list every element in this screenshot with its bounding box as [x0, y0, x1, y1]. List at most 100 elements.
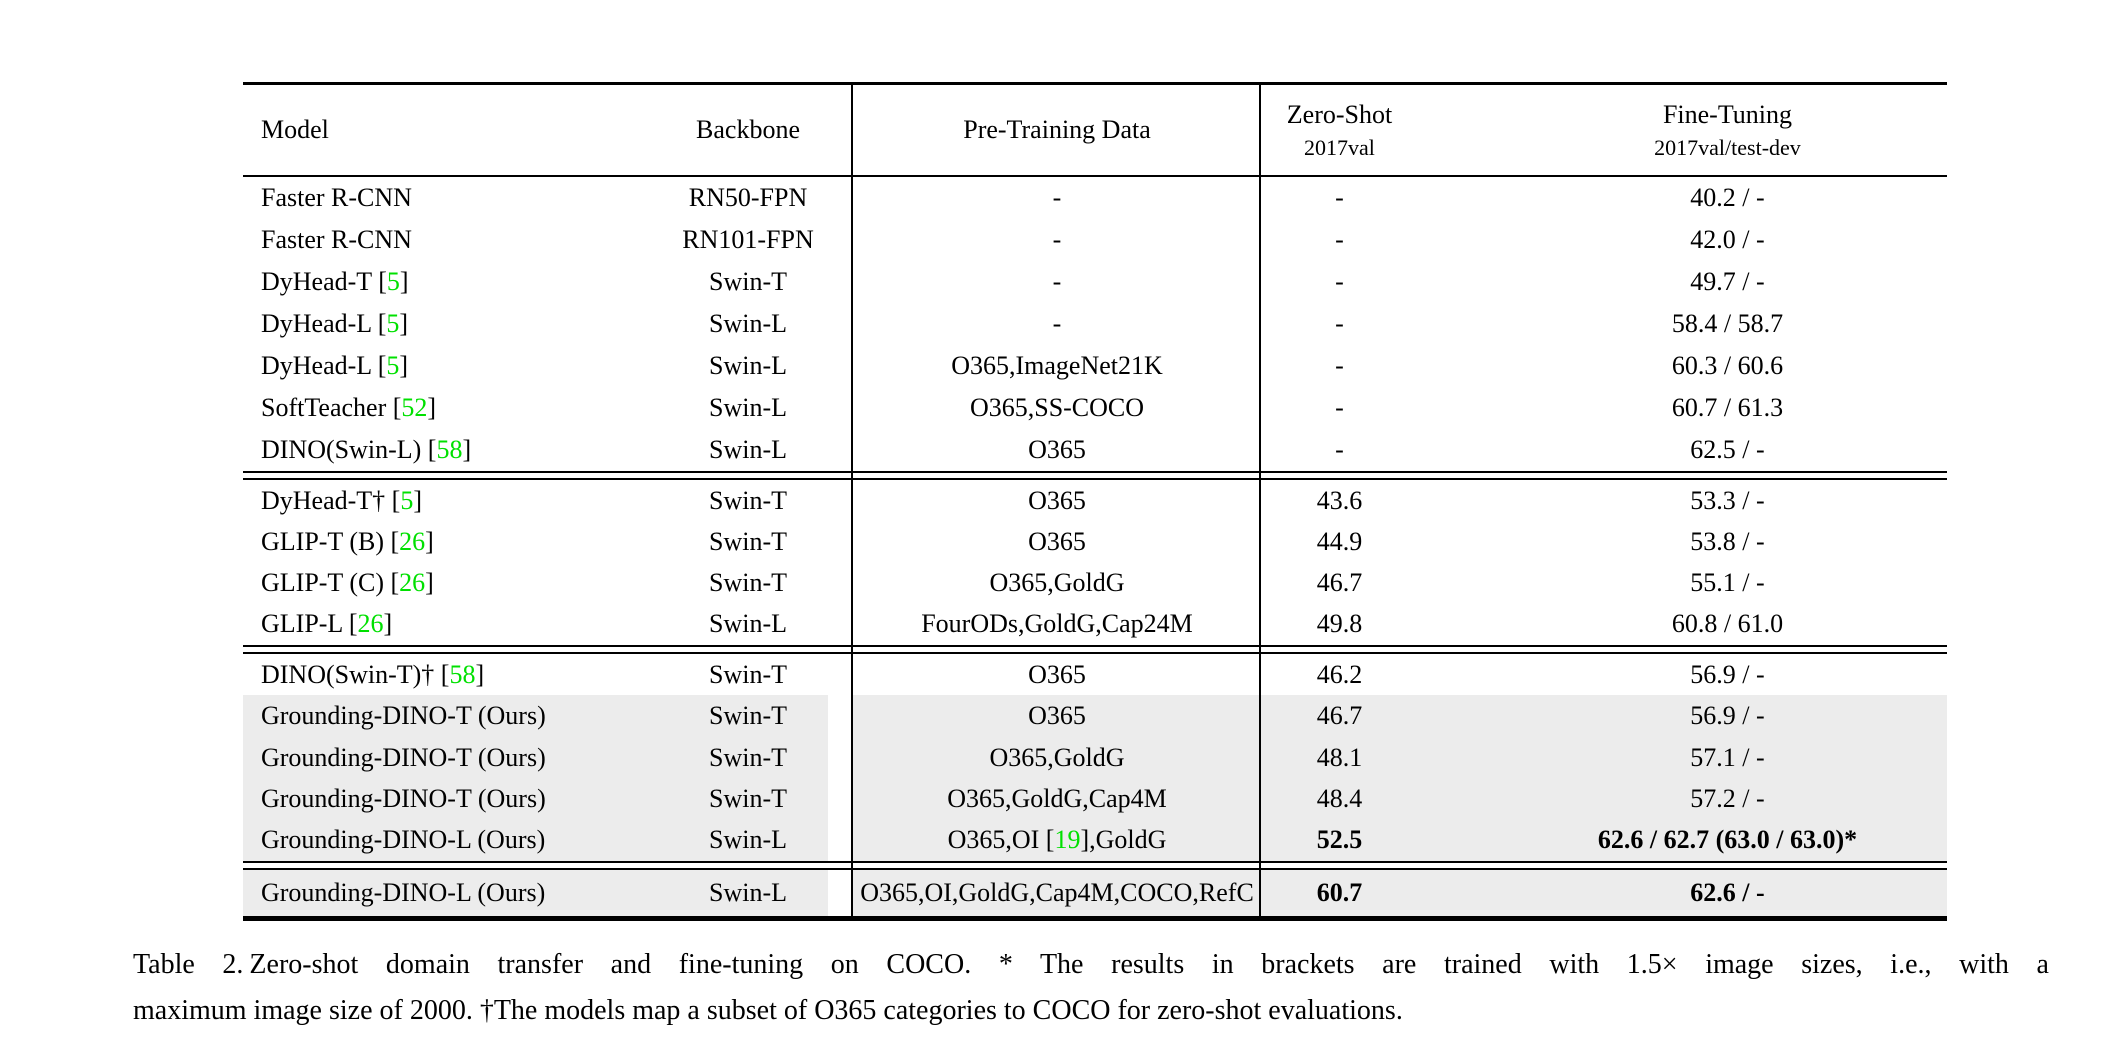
cell-text: 53.8 / -: [1690, 526, 1765, 556]
pretrain-cell: O365,OI [19],GoldG: [853, 819, 1261, 862]
pretrain-cell: O365: [853, 429, 1261, 471]
finetune-cell: 56.9 / -: [1418, 695, 1947, 737]
top-rule: [243, 82, 1947, 85]
model-cell: DyHead-L [5]: [243, 345, 643, 387]
group-rule: [243, 471, 1947, 473]
cell-text: 60.3 / 60.6: [1671, 351, 1784, 380]
table-row: DINO(Swin-T)† [58] Swin-T O365 46.2 56.9 / -: [243, 654, 1947, 695]
cell-text: O365: [1028, 435, 1086, 464]
finetune-cell: 62.6 / 62.7 (63.0 / 63.0)*: [1418, 819, 1947, 862]
cell-text: ]: [427, 393, 437, 422]
citation-ref: 19: [1054, 825, 1081, 855]
cell-text: DyHead-L [: [261, 351, 387, 380]
table-header-row: Model Backbone Pre-Training Data Zero-Sh…: [243, 85, 1947, 175]
col-header-finetune-title: Fine-Tuning: [1662, 99, 1793, 129]
pretrain-cell: O365,ImageNet21K: [853, 345, 1261, 387]
header-rule: [243, 175, 1947, 177]
cell-text: Swin-L: [709, 435, 787, 464]
cell-text: 43.6: [1316, 485, 1363, 515]
backbone-cell: Swin-T: [643, 480, 853, 521]
cell-text: Swin-T: [709, 485, 787, 515]
backbone-cell: Swin-L: [643, 870, 853, 916]
cell-text: -: [1335, 267, 1344, 296]
model-cell: Grounding-DINO-L (Ours): [243, 870, 643, 916]
zeroshot-cell: 60.7: [1261, 870, 1418, 916]
cell-text: O365,ImageNet21K: [951, 351, 1163, 380]
caption-text-1: Zero-shot domain transfer and fine-tunin…: [249, 949, 2049, 980]
finetune-cell: 62.5 / -: [1418, 429, 1947, 471]
cell-text: 55.1 / -: [1690, 568, 1765, 598]
cell-text: -: [1052, 309, 1062, 338]
citation-ref: 58: [436, 435, 463, 464]
cell-text: Swin-T: [709, 568, 787, 598]
finetune-cell: 55.1 / -: [1418, 563, 1947, 604]
cell-text: 40.2 / -: [1690, 183, 1765, 212]
cell-text: GLIP-L [: [261, 609, 358, 639]
cell-text: 60.7 / 61.3: [1671, 393, 1784, 422]
caption-line-1: Table 2. Zero-shot domain transfer and fi…: [133, 942, 2049, 988]
cell-text: -: [1335, 393, 1344, 422]
pretrain-cell: O365: [853, 521, 1261, 562]
cell-text: Swin-L: [709, 609, 787, 639]
cell-text: O365: [1028, 659, 1086, 689]
table-group-1: Faster R-CNN RN50-FPN - -40.2 / - Faster R-C…: [243, 177, 1947, 471]
zeroshot-cell: -: [1261, 219, 1418, 261]
cell-text: 58.4 / 58.7: [1671, 309, 1784, 338]
finetune-cell: 42.0 / -: [1418, 219, 1947, 261]
table-row: Grounding-DINO-L (Ours) Swin-L O365,OI,Gol…: [243, 870, 1947, 916]
table-row: DyHead-L [5] Swin-L O365,ImageNet21K - 60.3 …: [243, 345, 1947, 387]
table-caption: Table 2. Zero-shot domain transfer and fi…: [133, 942, 2049, 1034]
cell-text: Swin-L: [709, 393, 787, 422]
column-divider: [851, 82, 853, 921]
backbone-cell: RN50-FPN: [643, 177, 853, 219]
table-row: GLIP-T (C) [26] Swin-T O365,GoldG 46.7 55.1 …: [243, 563, 1947, 604]
backbone-cell: Swin-L: [643, 345, 853, 387]
cell-text: Swin-T: [709, 783, 787, 813]
cell-text: Swin-T: [709, 526, 787, 556]
cell-text: -: [1335, 183, 1344, 212]
cell-text: -: [1335, 309, 1344, 338]
col-header-pretrain: Pre-Training Data: [963, 115, 1151, 144]
col-header-finetune-cell: Fine-Tuning 2017val/test-dev: [1418, 85, 1947, 175]
backbone-cell: Swin-T: [643, 261, 853, 303]
backbone-cell: Swin-L: [643, 429, 853, 471]
backbone-cell: Swin-L: [643, 387, 853, 429]
cell-text: Swin-L: [709, 878, 787, 907]
finetune-cell: 57.2 / -: [1418, 778, 1947, 820]
group-rule: [243, 868, 1947, 870]
caption-label: Table 2.: [133, 949, 244, 980]
backbone-cell: Swin-T: [643, 563, 853, 604]
zeroshot-cell: 49.8: [1261, 604, 1418, 645]
cell-text: 48.4: [1316, 783, 1363, 813]
pretrain-cell: -: [853, 219, 1261, 261]
table-group-2: DyHead-T† [5] Swin-T O365 43.6 53.3 / - GLIP-…: [243, 480, 1947, 645]
backbone-cell: Swin-T: [643, 778, 853, 820]
table-row: Grounding-DINO-T (Ours) Swin-T O365,GoldG,…: [243, 778, 1947, 820]
group-rule: [243, 478, 1947, 480]
cell-text: Swin-L: [709, 351, 787, 380]
zeroshot-cell: 43.6: [1261, 480, 1418, 521]
cell-text: ]: [413, 485, 423, 515]
cell-text: -: [1052, 267, 1062, 296]
cell-text: GLIP-T (C) [: [261, 568, 400, 598]
cell-text: O365,OI [: [947, 825, 1055, 855]
cell-text: Swin-L: [709, 309, 787, 338]
caption-text-2: maximum image size of 2000. †The models …: [133, 995, 1403, 1026]
finetune-cell: 49.7 / -: [1418, 261, 1947, 303]
cell-text: O365: [1028, 701, 1086, 731]
citation-ref: 5: [386, 267, 400, 296]
table-row: Faster R-CNN RN101-FPN - - 42.0 / -: [243, 219, 1947, 261]
finetune-cell: 53.3 / -: [1418, 480, 1947, 521]
cell-text: O365: [1028, 485, 1086, 515]
cell-text: 62.5 / -: [1690, 435, 1765, 464]
finetune-cell: 60.3 / 60.6: [1418, 345, 1947, 387]
cell-text: 46.2: [1316, 659, 1363, 689]
cell-text: 62.6 / -: [1690, 878, 1765, 907]
model-cell: Grounding-DINO-T (Ours): [243, 736, 643, 779]
col-header-zeroshot-sub: 2017val: [1304, 134, 1375, 160]
pretrain-cell: O365: [853, 695, 1261, 737]
zeroshot-cell: 48.1: [1261, 736, 1418, 779]
cell-text: SoftTeacher [: [261, 393, 402, 422]
col-header-zeroshot-cell: Zero-Shot 2017val: [1261, 85, 1418, 175]
